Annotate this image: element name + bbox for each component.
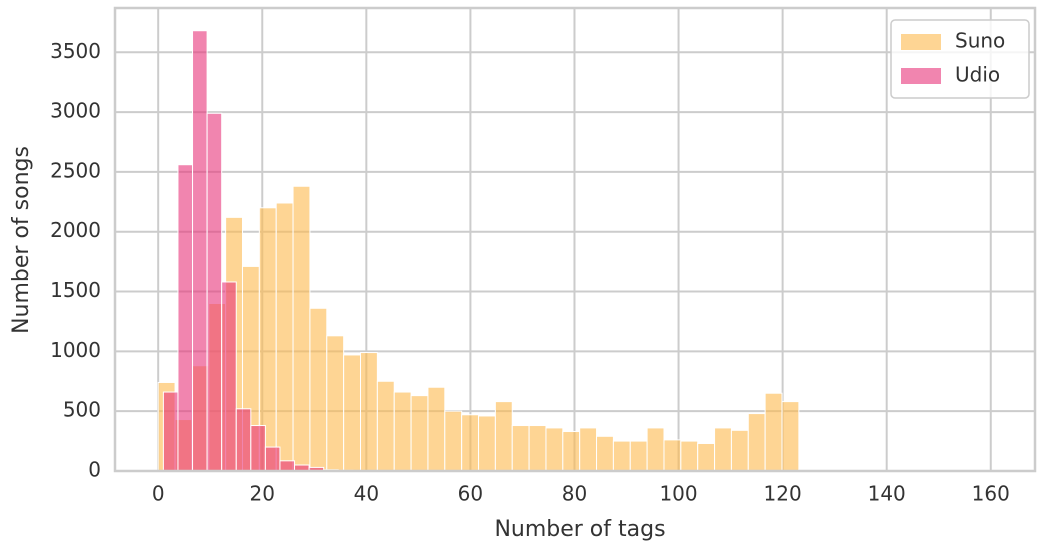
- bar: [411, 396, 428, 471]
- bar: [681, 441, 698, 471]
- bar: [580, 428, 597, 471]
- bar: [207, 113, 222, 471]
- x-tick-label: 160: [972, 482, 1010, 506]
- bar: [428, 387, 445, 471]
- bar: [782, 402, 799, 471]
- bar: [293, 186, 310, 471]
- bar: [479, 416, 496, 471]
- bar: [630, 441, 647, 471]
- bar: [765, 393, 782, 471]
- bar: [664, 440, 681, 471]
- y-tick-label: 1500: [50, 278, 101, 302]
- x-tick-label: 120: [764, 482, 802, 506]
- bar: [361, 353, 378, 471]
- bar: [265, 447, 280, 471]
- x-tick-label: 140: [868, 482, 906, 506]
- y-tick-label: 500: [63, 398, 101, 422]
- bar: [193, 31, 208, 471]
- y-axis-label: Number of songs: [9, 146, 34, 334]
- y-tick-label: 0: [88, 458, 101, 482]
- bar: [512, 426, 529, 471]
- bar: [394, 392, 411, 471]
- bar: [597, 436, 614, 471]
- x-tick-label: 60: [458, 482, 483, 506]
- bar: [647, 428, 664, 471]
- y-tick-label: 3000: [50, 99, 101, 123]
- bar: [344, 355, 361, 471]
- bar: [698, 443, 715, 471]
- y-tick-label: 2000: [50, 218, 101, 242]
- bar: [377, 381, 394, 471]
- bar: [563, 432, 580, 471]
- x-tick-label: 40: [354, 482, 379, 506]
- bar: [310, 308, 327, 471]
- legend-label: Suno: [955, 29, 1005, 53]
- bar: [529, 426, 546, 471]
- bar: [222, 282, 237, 471]
- bar: [280, 461, 295, 471]
- bar: [715, 428, 732, 471]
- bar: [236, 409, 251, 471]
- bar: [748, 414, 765, 471]
- x-tick-label: 20: [250, 482, 275, 506]
- x-tick-label: 0: [152, 482, 165, 506]
- bar: [731, 430, 748, 471]
- bar: [178, 165, 193, 471]
- bar: [327, 336, 344, 471]
- bar: [276, 203, 293, 471]
- bar: [445, 411, 462, 471]
- y-tick-label: 3500: [50, 39, 101, 63]
- bar: [546, 428, 563, 471]
- legend-swatch: [901, 34, 941, 50]
- bar: [495, 402, 512, 471]
- bar: [462, 415, 479, 471]
- y-tick-label: 1000: [50, 338, 101, 362]
- x-tick-label: 100: [659, 482, 697, 506]
- y-tick-label: 2500: [50, 158, 101, 182]
- legend-swatch: [901, 68, 941, 84]
- bar: [613, 441, 630, 471]
- bar: [251, 426, 266, 471]
- x-axis-label: Number of tags: [494, 517, 665, 542]
- legend: Suno Udio: [891, 20, 1029, 98]
- x-tick-label: 80: [562, 482, 587, 506]
- bar: [163, 392, 178, 471]
- legend-label: Udio: [955, 63, 1000, 87]
